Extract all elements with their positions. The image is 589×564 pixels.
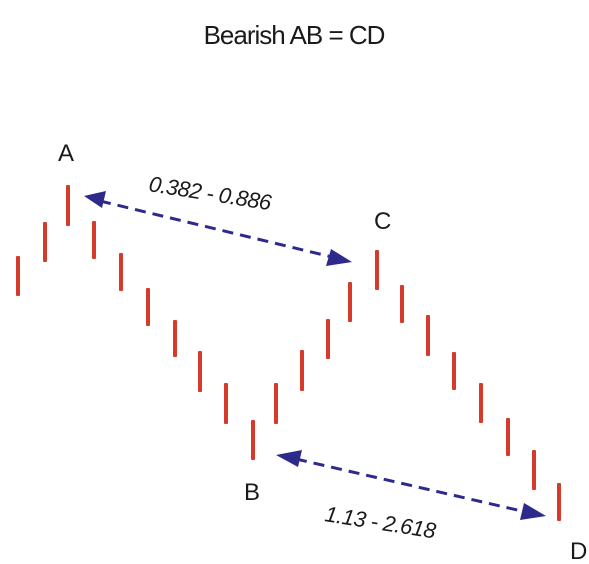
candle-bar bbox=[224, 383, 228, 424]
candle-bar bbox=[426, 315, 430, 356]
arrowhead-b bbox=[276, 450, 302, 467]
candle-bar bbox=[452, 352, 456, 390]
ratio-label-b-d: 1.13 - 2.618 bbox=[323, 501, 438, 543]
arrowhead-d bbox=[520, 503, 546, 520]
ratio-line-a-c bbox=[99, 199, 333, 259]
candle-bar bbox=[146, 288, 150, 326]
point-label-b: B bbox=[244, 479, 260, 506]
candle-bar bbox=[400, 285, 404, 323]
point-label-c: C bbox=[374, 208, 391, 235]
candle-bar bbox=[173, 320, 177, 357]
diagram-title: Bearish AB = CD bbox=[204, 20, 385, 50]
candle-bar bbox=[557, 483, 561, 521]
candle-bar bbox=[16, 256, 20, 296]
candle-bar bbox=[479, 383, 483, 423]
arrowhead-c bbox=[326, 249, 352, 266]
ratio-arrow-b-d bbox=[276, 450, 546, 520]
candle-bar bbox=[119, 253, 123, 291]
price-candles bbox=[16, 185, 561, 521]
candle-bar bbox=[274, 383, 278, 424]
candle-bar bbox=[43, 222, 47, 262]
candle-bar bbox=[532, 450, 536, 490]
ratio-label-a-c: 0.382 - 0.886 bbox=[147, 171, 274, 215]
candle-bar bbox=[198, 351, 202, 392]
ratio-line-b-d bbox=[295, 457, 527, 514]
candle-bar bbox=[506, 418, 510, 456]
point-label-d: D bbox=[570, 538, 587, 564]
candle-bar bbox=[348, 282, 352, 322]
arrowhead-a bbox=[84, 191, 106, 208]
candle-bar bbox=[300, 350, 304, 391]
candle-bar bbox=[66, 185, 70, 226]
candle-bar bbox=[251, 420, 255, 460]
ratio-arrow-a-c bbox=[84, 191, 352, 266]
candle-bar bbox=[92, 221, 96, 259]
point-label-a: A bbox=[58, 140, 74, 167]
candle-bar bbox=[326, 319, 330, 359]
candle-bar bbox=[375, 250, 379, 290]
